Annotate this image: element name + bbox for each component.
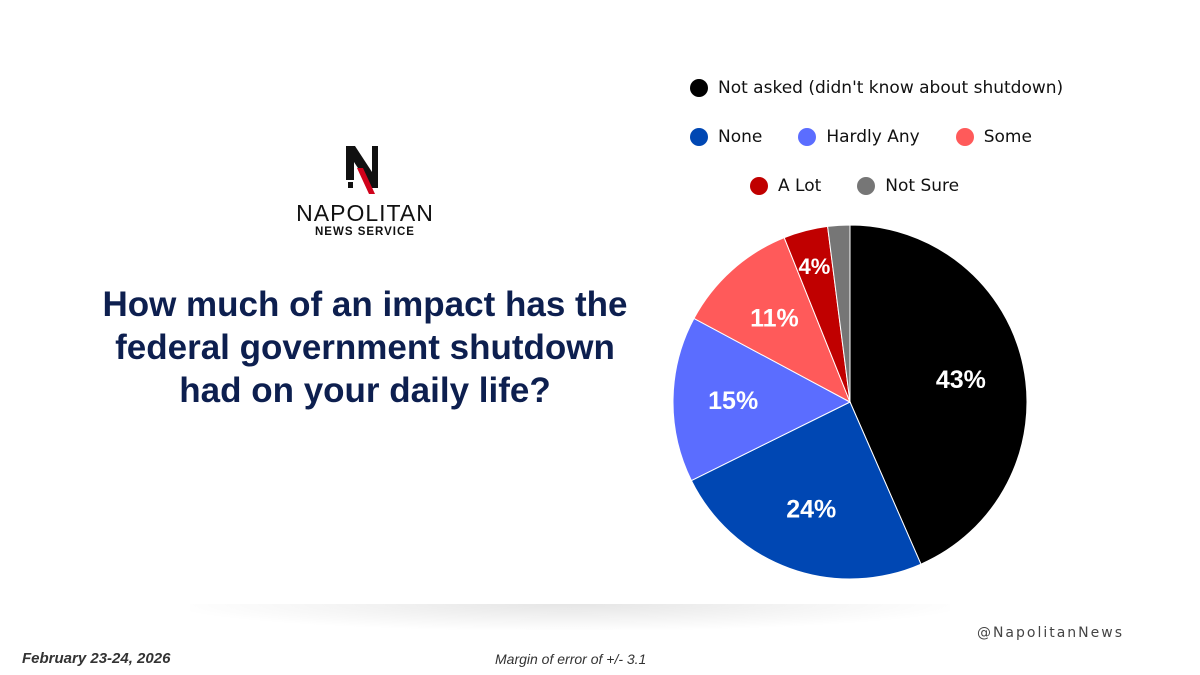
legend-label: None [718,127,763,147]
legend-swatch [857,177,876,195]
pie-chart: 43% 24% 15% 11% 4% [672,224,1028,580]
n-logo-icon [346,146,378,194]
poll-date: February 23-24, 2026 [22,650,171,667]
margin-of-error: Margin of error of +/- 3.1 [495,651,647,667]
slice-label: 24% [786,495,836,523]
social-handle: @NapolitanNews [976,625,1124,641]
legend-label: Hardly Any [826,127,920,147]
legend-item: A Lot [750,176,821,196]
legend-swatch [798,128,817,146]
slice-label: 11% [750,305,799,333]
slice-label: 15% [708,387,758,415]
legend-item: Not asked (didn't know about shutdown) [690,78,1063,98]
legend-row-3: A Lot Not Sure [750,176,959,196]
pie-slice [849,224,1028,565]
legend-row-1: Not asked (didn't know about shutdown) [690,78,1063,98]
slice-label: 43% [936,366,986,394]
legend-row-2: None Hardly Any Some [690,127,1032,147]
legend-item: Not Sure [857,176,959,196]
legend-swatch [955,128,974,146]
legend-label: Not Sure [885,176,960,196]
legend-label: Not asked (didn't know about shutdown) [718,78,1064,98]
pie-slice [690,401,922,580]
legend-swatch [690,79,708,97]
pie-slice [693,237,851,404]
legend-label: Some [983,127,1032,147]
pie-slice [672,317,852,482]
logo-name: NAPOLITAN [296,200,434,226]
pie-slice [827,224,851,403]
logo-subtitle: NEWS SERVICE [315,226,415,238]
legend-label: A Lot [778,176,822,196]
legend-item: None [690,127,762,147]
slice-label: 4% [799,254,831,279]
legend-swatch [690,128,708,146]
legend-swatch [750,177,768,195]
legend-item: Some [955,127,1032,147]
legend-item: Hardly Any [798,127,920,147]
divider-shadow [190,604,950,630]
napolitan-logo: NAPOLITAN NEWS SERVICE [280,140,450,240]
question-title: How much of an impact has the federal go… [102,285,628,410]
